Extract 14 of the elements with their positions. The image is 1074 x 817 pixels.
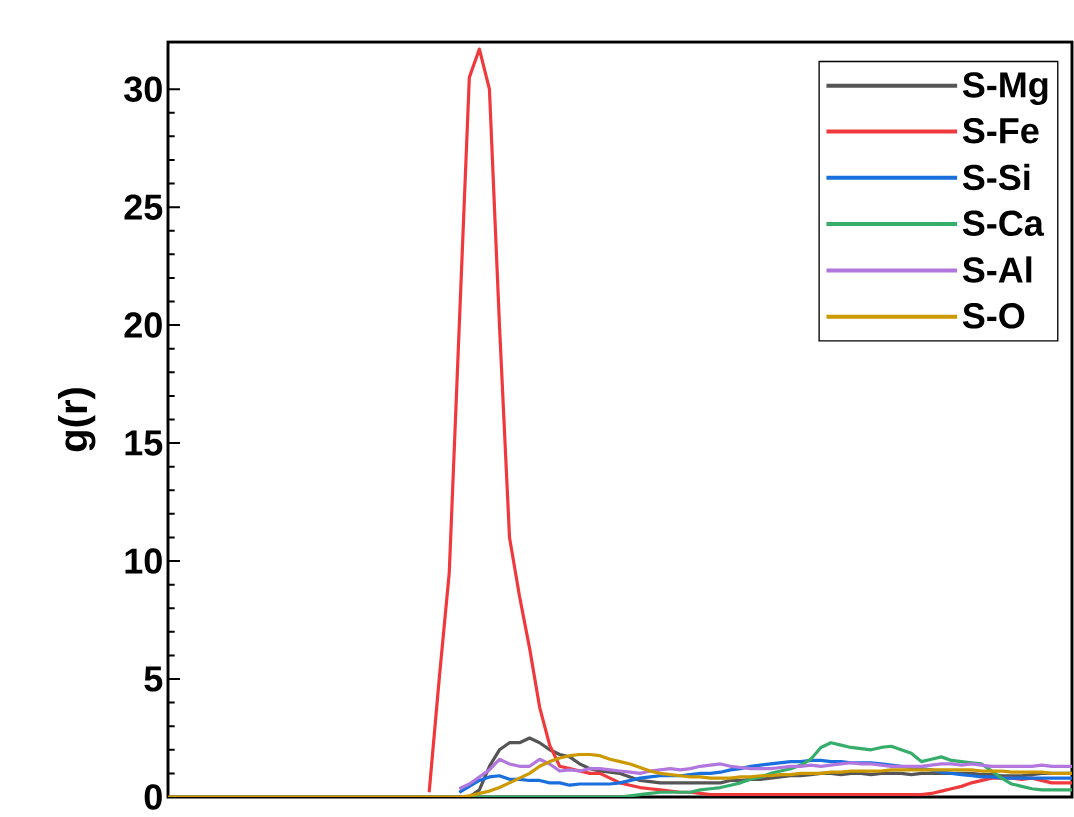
legend-label: S-Ca (962, 210, 1045, 237)
y-tick-label: 0 (144, 784, 162, 810)
y-tick-label: 30 (124, 76, 162, 102)
y-tick-label: 20 (124, 312, 162, 338)
y-tick-label: 15 (125, 430, 163, 456)
legend-label: S-Mg (962, 72, 1048, 105)
legend-label: S-O (962, 303, 1025, 329)
y-tick-label: 10 (125, 548, 162, 574)
y-tick-label: 25 (124, 194, 163, 220)
legend-label: S-Fe (962, 118, 1039, 144)
y-axis-title: g(r) (57, 388, 96, 452)
y-tick-label: 5 (144, 666, 163, 692)
legend-label: S-Al (962, 256, 1032, 283)
legend-label: S-Si (962, 163, 1030, 191)
